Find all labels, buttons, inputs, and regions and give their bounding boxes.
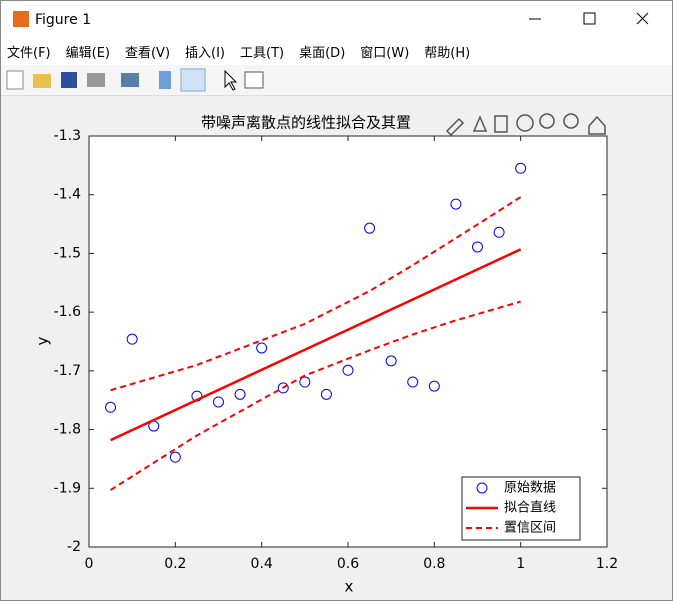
data-point: [342, 364, 354, 376]
chart-title: 带噪声离散点的线性拟合及其置: [201, 114, 411, 132]
x-tick-label: 0.4: [251, 556, 273, 572]
x-tick-label: 1: [516, 556, 525, 572]
data-point: [256, 342, 268, 354]
x-tick-label: 0.2: [164, 556, 186, 572]
menu-item[interactable]: 桌面(D): [299, 45, 346, 61]
fit-line: [110, 248, 522, 442]
figure: 带噪声离散点的线性拟合及其置 x y 0 0.2 0.4 0.6 0.8 1 1.2 -2 -1…: [34, 113, 618, 596]
y-tick-label: -1.8: [54, 422, 81, 438]
y-axis-label: y: [34, 336, 52, 345]
data-point: [472, 241, 483, 253]
menu-item[interactable]: 窗口(W): [360, 45, 410, 61]
data-point: [169, 451, 181, 463]
tool-pointer[interactable]: [224, 69, 238, 91]
y-tick-label: -1.4: [54, 187, 81, 203]
data-point: [126, 333, 138, 345]
x-tick-label: 0: [85, 556, 94, 572]
y-tick-label: -1.5: [54, 245, 81, 261]
tool-open[interactable]: [33, 74, 51, 88]
x-tick-label: 1.2: [596, 556, 618, 572]
menu-bar: 文件(F) 编辑(E) 查看(V) 插入(I) 工具(T) 桌面(D) 窗口(W) 帮助(H): [1, 37, 672, 65]
y-tick-label: -1.9: [54, 480, 81, 496]
y-tick-label: -1.6: [54, 304, 81, 320]
app-icon: [13, 11, 29, 27]
data-point: [213, 396, 224, 408]
data-point: [450, 198, 462, 210]
tool-legend[interactable]: [180, 68, 206, 92]
data-point: [493, 226, 505, 238]
axes-toolbar: [445, 113, 606, 137]
tool-new[interactable]: [6, 70, 24, 90]
title-bar-graphics: Figure 1: [13, 11, 649, 28]
data-point: [385, 355, 397, 367]
data-point: [299, 376, 311, 388]
tool-property[interactable]: [244, 71, 264, 89]
tool-colorbar[interactable]: [159, 71, 171, 89]
data-point: [105, 401, 117, 413]
menu-item[interactable]: 工具(T): [240, 45, 285, 61]
legend-label: 原始数据: [504, 481, 556, 496]
toolbar-icons: [6, 68, 264, 92]
tool-datatip[interactable]: [472, 115, 488, 132]
data-point: [515, 162, 527, 174]
data-point: [428, 380, 440, 392]
y-tick-label: -1.3: [54, 128, 81, 144]
menu-item[interactable]: 查看(V): [124, 45, 171, 61]
menu-item[interactable]: 插入(I): [185, 45, 226, 61]
toolbar: [1, 65, 672, 96]
tool-brush[interactable]: [445, 117, 465, 137]
menu-item[interactable]: 文件(F): [7, 45, 51, 61]
tool-zoom-in[interactable]: [539, 113, 555, 129]
tool-save[interactable]: [61, 72, 77, 88]
window-title: Figure 1: [35, 12, 91, 28]
menu-item[interactable]: 帮助(H): [424, 45, 471, 61]
tool-zoom-out[interactable]: [563, 113, 579, 129]
x-tick-label: 0.8: [423, 556, 445, 572]
menu-item[interactable]: 编辑(E): [65, 45, 110, 61]
tool-restore[interactable]: [494, 115, 508, 133]
fit-line: [110, 300, 521, 491]
tool-home[interactable]: [588, 115, 606, 135]
tool-link[interactable]: [121, 73, 139, 87]
x-tick-label: 0.6: [337, 556, 359, 572]
data-point: [234, 388, 246, 400]
close[interactable]: [636, 12, 649, 25]
tool-print[interactable]: [87, 73, 105, 87]
title-bar: Figure 1: [1, 1, 672, 37]
data-point: [277, 382, 289, 394]
data-point: [364, 222, 376, 234]
tool-pan[interactable]: [516, 114, 534, 132]
legend-label: 拟合直线: [504, 501, 556, 516]
y-tick-label: -2: [67, 539, 81, 555]
legend-marker: [476, 482, 488, 494]
maximize[interactable]: [583, 12, 596, 25]
data-point: [407, 376, 419, 388]
data-point: [320, 388, 332, 400]
x-axis-label: x: [345, 578, 354, 596]
y-tick-label: -1.7: [54, 363, 81, 379]
legend-label: 置信区间: [504, 521, 556, 536]
